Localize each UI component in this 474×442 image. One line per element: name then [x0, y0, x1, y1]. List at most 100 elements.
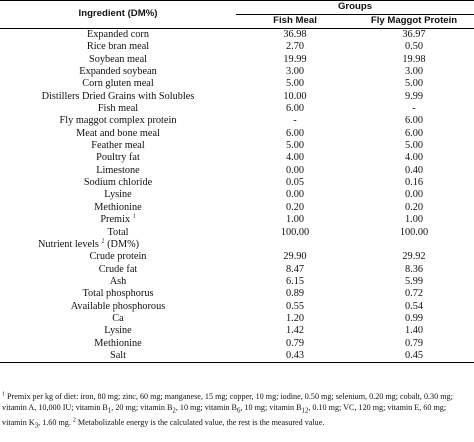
footnote-text-b12: , 0.10 mg; VC, 120 mg; vitamin E, 60 mg;…: [2, 403, 447, 428]
fly-maggot-value: 9.99: [404, 90, 424, 102]
header-ingredient: Ingredient (DM%): [0, 0, 236, 29]
ingredient-label: Rice bran meal: [86, 41, 150, 53]
fish-meal-value: 8.47: [285, 263, 305, 275]
nutrient-levels-row: Nutrient levels 2 (DM%): [0, 238, 474, 251]
fish-meal-value: 0.00: [285, 164, 305, 176]
fly-maggot-value: 1.00: [404, 214, 424, 226]
table-row: Lysine 1.42 1.40: [0, 325, 474, 337]
footnote-mark-1: 1: [2, 391, 5, 398]
empty-cell: [354, 239, 474, 251]
nutrient-name: Crude fat: [0, 264, 236, 276]
fly-maggot-value: 1.40: [404, 325, 424, 337]
ingredient-label: Corn gluten meal: [82, 78, 154, 90]
header-row-columns: Fish Meal Fly Maggot Protein: [0, 14, 474, 29]
fish-meal-value: 1.20: [285, 312, 305, 324]
ingredient-label: Fly maggot complex protein: [59, 115, 177, 127]
fish-meal-value: 1.00: [285, 214, 305, 226]
fish-meal-value: 5.00: [285, 140, 305, 152]
nutrient-label: Total phosphorus: [82, 288, 154, 300]
nutrient-levels-unit: (DM%): [104, 238, 140, 250]
nutrient-name: Available phosphorous: [0, 301, 236, 313]
ingredient-label: Methionine: [94, 201, 142, 213]
fly-maggot-value: 5.00: [404, 78, 424, 90]
ingredient-label: Soybean meal: [88, 53, 148, 65]
nutrient-label: Available phosphorous: [70, 300, 166, 312]
ingredient-name: Poultry fat: [0, 152, 236, 164]
fly-maggot-value: 19.98: [402, 53, 426, 65]
nutrient-levels-label: Nutrient levels 2 (DM%): [0, 238, 236, 251]
nutrient-label: Ca: [112, 312, 124, 324]
fish-meal-value: 6.00: [285, 127, 305, 139]
table-body: Expanded corn 36.98 36.97 Rice bran meal 2.7…: [0, 28, 474, 364]
table-row: Fish meal 6.00 -: [0, 103, 474, 115]
fly-maggot-value: 3.00: [404, 66, 424, 78]
table-row: Total 100.00 100.00: [0, 227, 474, 239]
ingredient-label: Distillers Dried Grains with Solubles: [41, 90, 195, 102]
fish-meal-value: 10.00: [283, 90, 307, 102]
ingredient-label: Premix: [100, 214, 131, 226]
footnote-ref: 1: [132, 213, 136, 220]
table-row: Ca 1.20 0.99: [0, 313, 474, 325]
table-row: Expanded soybean 3.00 3.00: [0, 66, 474, 78]
footnote-mark-2: 2: [72, 417, 76, 424]
fly-maggot-value: 0.99: [404, 312, 424, 324]
fish-meal-value: 6.00: [285, 103, 305, 115]
fish-meal-value: 4.00: [285, 152, 305, 164]
table-row: Soybean meal 19.99 19.98: [0, 54, 474, 66]
ingredient-name: Total: [0, 227, 236, 239]
fly-maggot-value: 0.40: [404, 164, 424, 176]
nutrient-name: Crude protein: [0, 251, 236, 263]
ingredient-name: Fish meal: [0, 103, 236, 115]
footnote-text-b6: , 10 mg; vitamin B: [240, 403, 302, 413]
fish-meal-value: 0.79: [285, 337, 305, 349]
fly-maggot-value: 6.00: [404, 115, 424, 127]
footnote: 1 Premix per kg of diet: iron, 80 mg; zi…: [2, 391, 472, 432]
ingredient-name: Distillers Dried Grains with Solubles: [0, 91, 236, 103]
fish-meal-value: 1.42: [285, 325, 305, 337]
table-row: Salt 0.43 0.45: [0, 349, 474, 364]
fly-maggot-value: 6.00: [404, 127, 424, 139]
table-row: Poultry fat 4.00 4.00: [0, 152, 474, 164]
fly-maggot-value: 0.54: [404, 300, 424, 312]
footnote-text-b1: , 20 mg; vitamin B: [111, 403, 173, 413]
fly-maggot-value: 100.00: [399, 226, 429, 238]
table-row: Rice bran meal 2.70 0.50: [0, 41, 474, 53]
table-row: Crude fat 8.47 8.36: [0, 264, 474, 276]
footnote-sub-b2: 2: [172, 407, 176, 415]
fish-meal-value: 29.90: [283, 251, 307, 263]
fish-meal-value: 100.00: [280, 226, 310, 238]
footnote-text-k3: , 1.60 mg.: [38, 418, 73, 428]
table-row: Total phosphorus 0.89 0.72: [0, 288, 474, 300]
table-row: Methionine 0.79 0.79: [0, 338, 474, 350]
nutrient-name: Lysine: [0, 325, 236, 337]
footnote-sub-b12: 12: [301, 407, 309, 415]
nutrient-label: Crude fat: [98, 263, 138, 275]
fish-meal-value: 5.00: [285, 78, 305, 90]
ingredient-name: Fly maggot complex protein: [0, 115, 236, 127]
fish-meal-value: 0.00: [285, 189, 305, 201]
ingredient-label: Expanded soybean: [79, 66, 157, 78]
fly-maggot-value: 0.00: [404, 189, 424, 201]
fish-meal-value: 36.98: [236, 28, 354, 42]
fish-meal-value: 3.00: [285, 66, 305, 78]
fly-maggot-value: 0.72: [404, 288, 424, 300]
table-row: Methionine 0.20 0.20: [0, 202, 474, 214]
ingredient-name: Meat and bone meal: [0, 128, 236, 140]
fly-maggot-value: 4.00: [404, 152, 424, 164]
ingredient-label: Limestone: [96, 164, 140, 176]
ingredient-name: Corn gluten meal: [0, 78, 236, 90]
ingredient-name: Limestone: [0, 165, 236, 177]
ingredient-name: Soybean meal: [0, 54, 236, 66]
table-row: Meat and bone meal 6.00 6.00: [0, 128, 474, 140]
footnote-sub-b1: 1: [107, 407, 112, 415]
ingredient-name: Sodium chloride: [0, 177, 236, 189]
ingredient-label: Sodium chloride: [83, 177, 153, 189]
footnote-sub-k3: 3: [34, 422, 39, 430]
ingredient-name: Expanded soybean: [0, 66, 236, 78]
fish-meal-value: 0.43: [236, 349, 354, 364]
footnote-text-1: Premix per kg of diet: iron, 80 mg; zinc…: [2, 392, 453, 413]
fish-meal-value: 6.15: [285, 275, 305, 287]
ingredient-label: Fish meal: [97, 103, 139, 115]
nutrient-name: Methionine: [0, 338, 236, 350]
